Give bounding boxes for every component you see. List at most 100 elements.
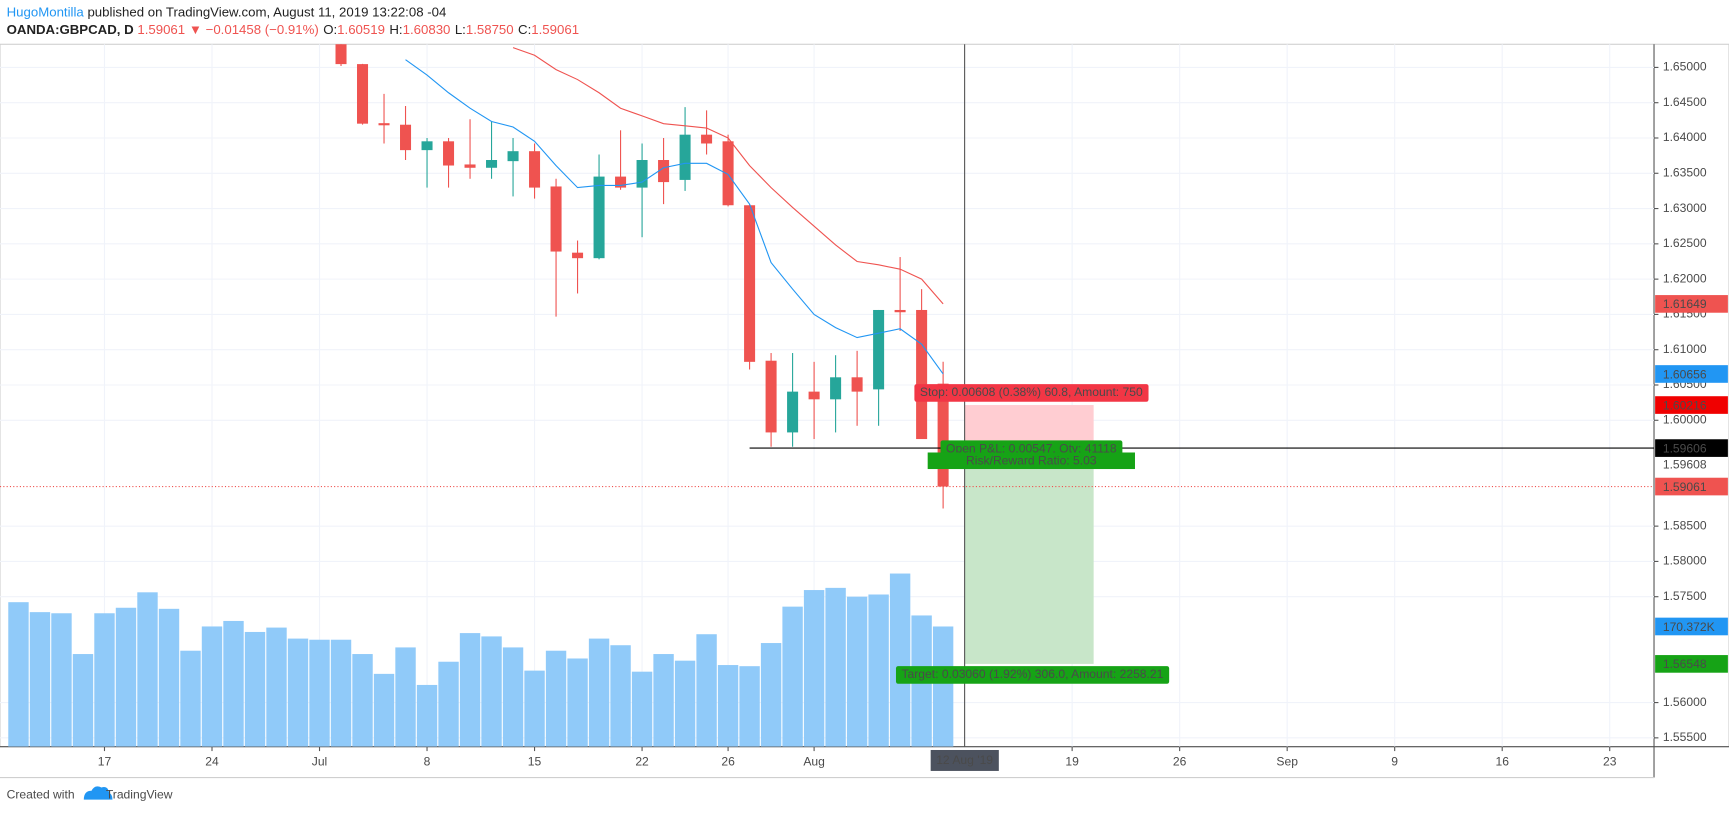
- last-price-tag: [1655, 477, 1728, 496]
- legend-value: 1.60830: [403, 21, 451, 36]
- volume-bar: [287, 638, 309, 747]
- x-tick-label: Aug: [803, 754, 825, 768]
- candle-body: [916, 309, 928, 440]
- y-tick-label: 1.58500: [1663, 518, 1707, 532]
- y-tick-label: 1.57500: [1663, 589, 1707, 603]
- y-tick-label: 1.65000: [1663, 60, 1707, 74]
- y-tick-label: 1.55500: [1663, 730, 1707, 744]
- y-tick-label: 1.60000: [1663, 412, 1707, 426]
- legend-key: C:: [518, 21, 531, 36]
- x-tick-label: 15: [528, 754, 542, 768]
- volume-bar: [330, 639, 352, 747]
- volume-bar: [481, 636, 502, 747]
- candle-body: [808, 391, 820, 400]
- volume-bar: [72, 654, 94, 747]
- footer-logo: [83, 786, 113, 800]
- change: −0.01458 (−0.91%): [206, 21, 319, 36]
- symbol: OANDA:GBPCAD, D: [7, 21, 134, 36]
- y-tick-label: 1.62000: [1663, 271, 1707, 285]
- candle-body: [421, 141, 433, 151]
- legend-key: O:: [323, 21, 337, 36]
- candle-body: [593, 176, 605, 259]
- volume-bar: [51, 613, 72, 747]
- volume-bar: [266, 627, 287, 747]
- candle-body: [765, 360, 777, 433]
- cursor-label-box: [930, 749, 999, 771]
- volume-bar: [502, 647, 524, 747]
- volume-bar: [545, 650, 567, 747]
- legend-value: 1.58750: [466, 21, 514, 36]
- target-label: Target: 0.03060 (1.92%) 306.0, Amount: 2…: [901, 667, 1163, 681]
- candle-body: [529, 151, 541, 188]
- volume-bar: [674, 660, 696, 747]
- candle-body: [851, 377, 863, 392]
- target-label-box: [895, 666, 1170, 684]
- stop-label-box: [914, 384, 1149, 402]
- y-tick-label: 1.58000: [1663, 554, 1707, 568]
- author[interactable]: HugoMontilla: [7, 4, 85, 19]
- cursor-label: 12 Aug '19: [936, 753, 993, 767]
- volume-bar: [588, 638, 610, 747]
- volume-bar: [760, 643, 782, 747]
- candle-body: [550, 186, 562, 252]
- average-line: [405, 59, 944, 375]
- volume-bar: [932, 626, 954, 747]
- volume-bar: [115, 607, 137, 747]
- candle-body: [636, 160, 648, 188]
- candle-body: [464, 164, 476, 168]
- y-tick-label: 1.56000: [1663, 695, 1707, 709]
- target-zone: [964, 448, 1094, 664]
- candle-body: [658, 160, 670, 183]
- legend-key: L:: [455, 21, 466, 36]
- volume-bar: [782, 606, 803, 747]
- volume-tag-label: 170.372K: [1663, 620, 1715, 634]
- volume-bar: [94, 613, 115, 747]
- volume-bar: [373, 673, 395, 747]
- volume-bar: [696, 634, 717, 747]
- legend-key: H:: [389, 21, 402, 36]
- header-line: HugoMontilla published on TradingView.co…: [7, 4, 447, 19]
- volume-bar: [244, 631, 266, 747]
- legend-value: 1.59061: [531, 21, 579, 36]
- volume-bar: [631, 671, 653, 747]
- candle-body: [787, 391, 799, 433]
- y-tick-label: 1.63000: [1663, 201, 1707, 215]
- volume-bar: [438, 661, 459, 747]
- x-tick-label: 9: [1391, 754, 1398, 768]
- candle-body: [615, 176, 627, 188]
- x-tick-label: 22: [635, 754, 649, 768]
- last: 1.59061: [137, 21, 185, 36]
- volume-bar: [352, 654, 373, 747]
- x-tick-label: 16: [1495, 754, 1509, 768]
- volume-bar: [416, 684, 438, 747]
- volume-bar: [395, 647, 416, 747]
- stop-label: Stop: 0.00608 (0.38%) 60.8, Amount: 750: [920, 385, 1143, 399]
- rr-box: [927, 452, 1135, 470]
- stop-tag: [1655, 396, 1728, 414]
- footer-brand[interactable]: TradingView: [106, 787, 173, 801]
- fast-average-tag-label: 1.60656: [1663, 367, 1707, 381]
- x-tick-label: 24: [205, 754, 219, 768]
- volume-bar: [137, 592, 158, 747]
- volume-bar: [846, 596, 868, 747]
- candle-body: [894, 309, 906, 313]
- slow-average-tag: [1655, 295, 1728, 313]
- volume-bar: [653, 654, 674, 747]
- x-tick-label: Sep: [1276, 754, 1298, 768]
- y-tick-label: 1.63500: [1663, 165, 1707, 179]
- footer-created: Created with: [7, 787, 75, 801]
- candle-body: [335, 44, 347, 65]
- x-tick-label: 17: [98, 754, 112, 768]
- candle-body: [701, 134, 713, 144]
- candle-body: [507, 151, 519, 162]
- target-tag-label: 1.56548: [1663, 657, 1707, 671]
- candle-body: [378, 123, 390, 126]
- candle-body: [744, 205, 756, 362]
- x-tick-label: 23: [1603, 754, 1617, 768]
- published: published on TradingView.com, August 11,…: [87, 4, 446, 19]
- x-tick-label: 8: [424, 754, 431, 768]
- target-tag: [1655, 655, 1728, 673]
- volume-bar: [459, 633, 481, 747]
- volume-bar: [223, 620, 244, 747]
- candle-body: [486, 160, 498, 168]
